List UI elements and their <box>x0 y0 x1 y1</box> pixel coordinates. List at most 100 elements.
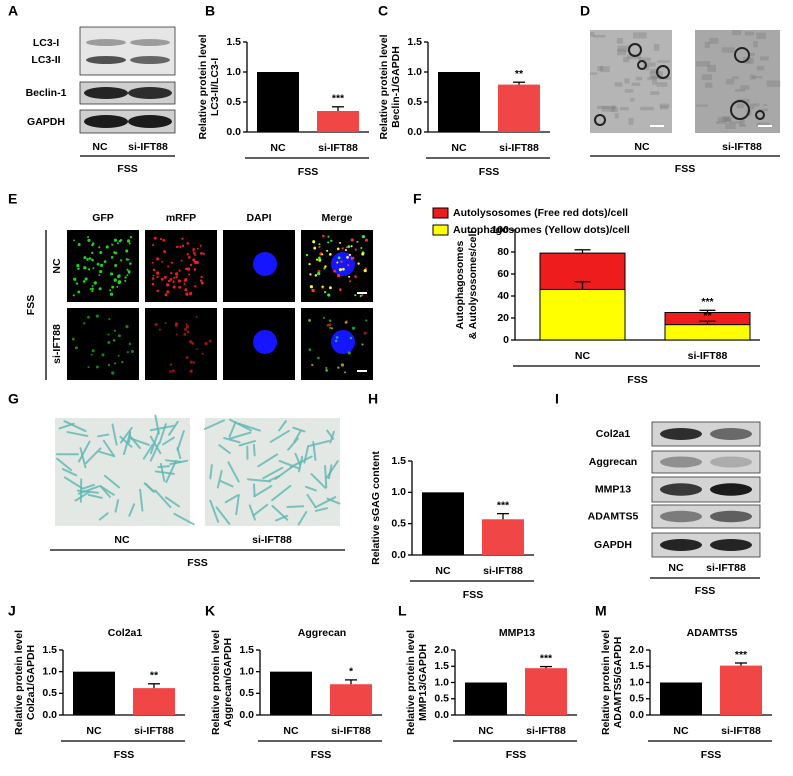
stained-cell <box>292 426 306 433</box>
group-label: FSS <box>695 585 715 597</box>
puncta <box>125 325 129 329</box>
lane-label: si-IFT88 <box>722 141 762 153</box>
stained-cell <box>218 444 231 454</box>
stained-cell <box>286 505 305 508</box>
puncta <box>188 273 191 276</box>
puncta <box>151 243 155 247</box>
lane-label: si-IFT88 <box>706 562 746 574</box>
puncta <box>318 258 322 262</box>
tem-texture <box>657 60 671 63</box>
nucleus <box>253 330 277 354</box>
stained-cell <box>158 423 167 444</box>
y-tick-label: 1.5 <box>629 660 644 672</box>
x-tick-label: si-IFT88 <box>331 725 371 737</box>
puncta <box>357 262 360 265</box>
tem-texture <box>597 105 610 110</box>
blot-row-label: ADAMTS5 <box>588 510 639 522</box>
x-tick-label: NC <box>283 725 299 737</box>
y-tick-label: 1.5 <box>42 644 57 656</box>
puncta <box>74 346 78 350</box>
nucleus <box>331 252 355 276</box>
y-axis-label: MMP13/GAPDH <box>417 644 429 721</box>
puncta <box>192 258 196 262</box>
panel-letter: I <box>555 391 559 407</box>
bar <box>330 684 372 715</box>
stained-cell <box>303 445 310 464</box>
puncta <box>117 334 121 338</box>
puncta <box>181 237 184 240</box>
tem-texture <box>635 77 643 81</box>
stained-cell <box>173 512 195 526</box>
stained-cell <box>238 440 256 447</box>
blot-band <box>660 510 702 523</box>
lane-label: NC <box>114 534 130 546</box>
puncta <box>318 245 321 249</box>
stained-cell <box>76 489 100 494</box>
stained-cell <box>77 440 91 463</box>
tem-texture <box>748 52 755 57</box>
puncta <box>327 235 330 238</box>
puncta <box>317 272 321 276</box>
puncta <box>354 294 357 297</box>
significance: ** <box>515 68 524 80</box>
tem-texture <box>758 108 769 112</box>
blot-band <box>86 56 126 64</box>
puncta <box>338 268 343 272</box>
legend-swatch <box>432 224 449 236</box>
stained-cell <box>224 494 239 504</box>
puncta <box>189 263 193 267</box>
tem-texture <box>640 106 654 111</box>
tem-texture <box>650 68 660 74</box>
group-label: FSS <box>506 749 526 761</box>
puncta <box>166 290 170 294</box>
puncta <box>361 343 364 346</box>
puncta <box>169 278 173 281</box>
autophagic-vacuole <box>656 65 670 79</box>
fluorescence-image <box>145 230 217 302</box>
puncta <box>173 276 176 279</box>
puncta <box>109 272 114 276</box>
puncta <box>348 253 352 257</box>
puncta <box>126 268 129 271</box>
tem-texture <box>696 61 711 67</box>
tem-texture <box>611 105 616 109</box>
stained-cell <box>98 512 109 521</box>
tem-texture <box>701 74 713 81</box>
puncta <box>156 275 159 279</box>
channel-label: Merge <box>322 212 353 224</box>
y-axis-label: Beclin-1/GAPDH <box>390 46 402 128</box>
puncta <box>167 265 170 268</box>
stained-cell <box>164 496 180 508</box>
puncta <box>118 239 122 243</box>
lane-label: NC <box>634 141 650 153</box>
puncta <box>92 267 95 270</box>
tem-texture <box>707 64 717 72</box>
bar <box>525 668 567 715</box>
puncta <box>340 363 345 367</box>
stained-cell <box>114 499 120 513</box>
tem-texture <box>624 89 634 93</box>
group-label: FSS <box>675 163 695 175</box>
y-tick-label: 40 <box>497 290 509 302</box>
puncta <box>194 254 197 256</box>
y-tick-label: 80 <box>497 246 509 258</box>
puncta <box>174 272 179 276</box>
chart-title: Col2a1 <box>108 627 143 639</box>
bar <box>498 84 540 132</box>
y-axis-label: Relative sGAG content <box>370 451 382 565</box>
significance: ** <box>150 670 159 682</box>
tem-texture <box>732 30 742 36</box>
stained-cell <box>111 423 118 446</box>
blot-band <box>128 87 172 99</box>
bar <box>482 519 524 555</box>
stained-cell <box>269 429 290 443</box>
stained-cell <box>162 436 175 446</box>
tem-texture <box>745 57 754 64</box>
stained-cell <box>66 431 89 438</box>
y-tick-label: 1.5 <box>226 36 241 48</box>
lane-label: si-IFT88 <box>128 141 168 153</box>
stained-cell <box>79 447 87 469</box>
y-tick-label: 2.0 <box>629 644 644 656</box>
tem-texture <box>644 65 650 71</box>
